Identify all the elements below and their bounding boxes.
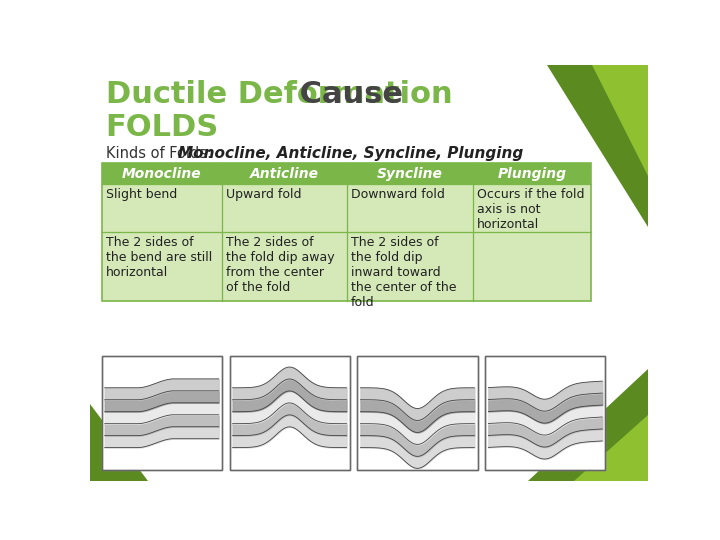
Text: Monocline: Monocline <box>122 167 202 181</box>
Bar <box>485 356 606 470</box>
Text: Anticline: Anticline <box>250 167 319 181</box>
Text: Monocline, Anticline, Syncline, Plunging: Monocline, Anticline, Syncline, Plunging <box>179 146 523 161</box>
Text: FOLDS: FOLDS <box>106 113 219 143</box>
Text: Upward fold: Upward fold <box>225 188 301 201</box>
Text: Occurs if the fold
axis is not
horizontal: Occurs if the fold axis is not horizonta… <box>477 188 584 231</box>
Polygon shape <box>528 369 648 481</box>
Bar <box>102 232 591 301</box>
Text: Downward fold: Downward fold <box>351 188 445 201</box>
Text: Syncline: Syncline <box>377 167 443 181</box>
Bar <box>102 184 591 232</box>
Bar <box>102 164 591 184</box>
Bar <box>102 356 222 470</box>
Polygon shape <box>575 415 648 481</box>
Bar <box>230 356 350 470</box>
Text: Ductile Deformation: Ductile Deformation <box>106 80 452 109</box>
Bar <box>485 356 606 470</box>
Text: Cause: Cause <box>289 80 403 109</box>
Bar <box>102 164 591 301</box>
Text: Slight bend: Slight bend <box>106 188 176 201</box>
Text: The 2 sides of
the fold dip
inward toward
the center of the
fold: The 2 sides of the fold dip inward towar… <box>351 236 456 309</box>
Bar <box>357 356 477 470</box>
Bar <box>230 356 350 470</box>
Polygon shape <box>547 65 648 226</box>
Text: Kinds of Folds:: Kinds of Folds: <box>106 146 216 161</box>
Bar <box>102 356 222 470</box>
Text: The 2 sides of
the bend are still
horizontal: The 2 sides of the bend are still horizo… <box>106 236 212 279</box>
Polygon shape <box>593 65 648 177</box>
Bar <box>357 356 477 470</box>
Text: Plunging: Plunging <box>498 167 567 181</box>
Polygon shape <box>90 403 148 481</box>
Text: The 2 sides of
the fold dip away
from the center
of the fold: The 2 sides of the fold dip away from th… <box>225 236 334 294</box>
